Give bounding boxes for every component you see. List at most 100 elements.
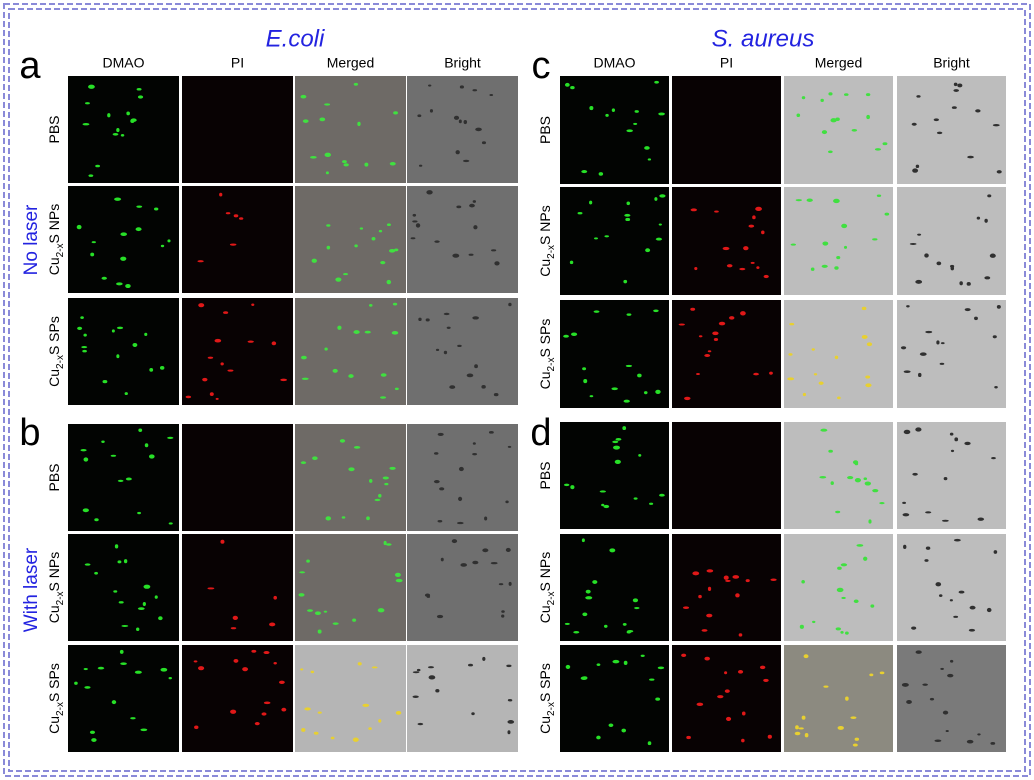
cell bbox=[310, 670, 315, 674]
cell bbox=[207, 587, 215, 590]
cell bbox=[690, 208, 698, 212]
row-label: Cu2-xS NPs bbox=[537, 205, 557, 277]
cell bbox=[428, 84, 432, 87]
cell bbox=[354, 244, 358, 248]
cell bbox=[101, 276, 107, 280]
cell bbox=[263, 651, 270, 655]
cell bbox=[299, 571, 306, 574]
cell bbox=[353, 82, 359, 86]
cell bbox=[941, 519, 949, 522]
cell bbox=[958, 590, 965, 594]
cell bbox=[577, 212, 583, 215]
cell bbox=[440, 557, 444, 562]
cell bbox=[457, 344, 462, 348]
cell bbox=[581, 170, 588, 174]
cell bbox=[394, 387, 399, 391]
cell bbox=[482, 548, 489, 553]
cell bbox=[94, 571, 98, 575]
cell bbox=[658, 223, 662, 226]
cell bbox=[853, 599, 859, 604]
micrograph bbox=[672, 76, 781, 184]
cell bbox=[364, 162, 369, 167]
cell bbox=[655, 389, 661, 394]
cell bbox=[598, 172, 604, 176]
cell bbox=[763, 274, 769, 279]
cell bbox=[368, 727, 372, 730]
cell bbox=[84, 686, 91, 689]
cell bbox=[136, 205, 143, 208]
cell bbox=[866, 342, 873, 347]
cell bbox=[154, 207, 159, 211]
cell bbox=[694, 266, 698, 271]
cell bbox=[990, 741, 996, 745]
cell bbox=[966, 739, 974, 744]
column-header: DMAO bbox=[594, 55, 636, 71]
cell bbox=[563, 483, 570, 487]
cell bbox=[810, 267, 815, 271]
cell bbox=[605, 113, 609, 117]
cell bbox=[563, 334, 569, 338]
cell bbox=[847, 475, 854, 480]
micrograph bbox=[784, 534, 893, 641]
cell bbox=[592, 580, 598, 584]
cell bbox=[220, 362, 224, 366]
cell bbox=[915, 427, 922, 432]
cell bbox=[790, 243, 797, 246]
cell bbox=[717, 695, 724, 699]
cell bbox=[865, 383, 872, 388]
cell bbox=[706, 569, 714, 573]
micrograph-bg bbox=[295, 424, 406, 531]
cell bbox=[868, 519, 872, 524]
cell bbox=[202, 377, 208, 382]
micrograph bbox=[295, 645, 406, 752]
cell bbox=[986, 607, 992, 613]
cell bbox=[368, 303, 373, 307]
cell bbox=[229, 243, 237, 246]
cell bbox=[759, 665, 766, 670]
cell bbox=[953, 82, 958, 87]
micrograph-bg bbox=[295, 534, 406, 641]
cell bbox=[459, 85, 464, 89]
cell bbox=[612, 440, 619, 444]
micrograph-bg bbox=[295, 76, 406, 183]
cell bbox=[645, 248, 651, 253]
cell bbox=[912, 472, 918, 476]
cell bbox=[273, 662, 277, 665]
micrograph-bg bbox=[68, 186, 179, 293]
cell bbox=[501, 610, 505, 613]
cell bbox=[102, 379, 108, 384]
cell bbox=[769, 371, 773, 375]
cell bbox=[412, 213, 417, 217]
cell bbox=[220, 539, 225, 544]
cell bbox=[828, 92, 833, 96]
cell bbox=[924, 559, 929, 562]
row-label-rest: S SPs bbox=[537, 319, 553, 358]
cell bbox=[707, 586, 712, 592]
cell bbox=[657, 666, 665, 670]
cell bbox=[482, 656, 486, 661]
micrograph-bg bbox=[182, 186, 293, 293]
cell bbox=[352, 737, 359, 742]
cell bbox=[634, 606, 640, 610]
cell bbox=[489, 93, 494, 96]
cell bbox=[140, 728, 148, 732]
cell bbox=[623, 279, 628, 284]
cell bbox=[637, 373, 642, 378]
row-label-rest: S SPs bbox=[537, 663, 553, 702]
cell bbox=[596, 663, 601, 666]
cell bbox=[439, 487, 445, 491]
column-header: DMAO bbox=[103, 55, 145, 71]
cell bbox=[707, 350, 712, 353]
cell bbox=[233, 214, 239, 218]
cell bbox=[593, 310, 600, 313]
cell bbox=[74, 681, 78, 685]
cell bbox=[160, 244, 165, 248]
cell bbox=[678, 323, 685, 326]
cell bbox=[935, 582, 942, 587]
cell bbox=[989, 253, 996, 258]
cell bbox=[725, 716, 732, 721]
micrograph bbox=[68, 186, 179, 293]
cell bbox=[505, 547, 511, 553]
cell bbox=[434, 240, 440, 243]
